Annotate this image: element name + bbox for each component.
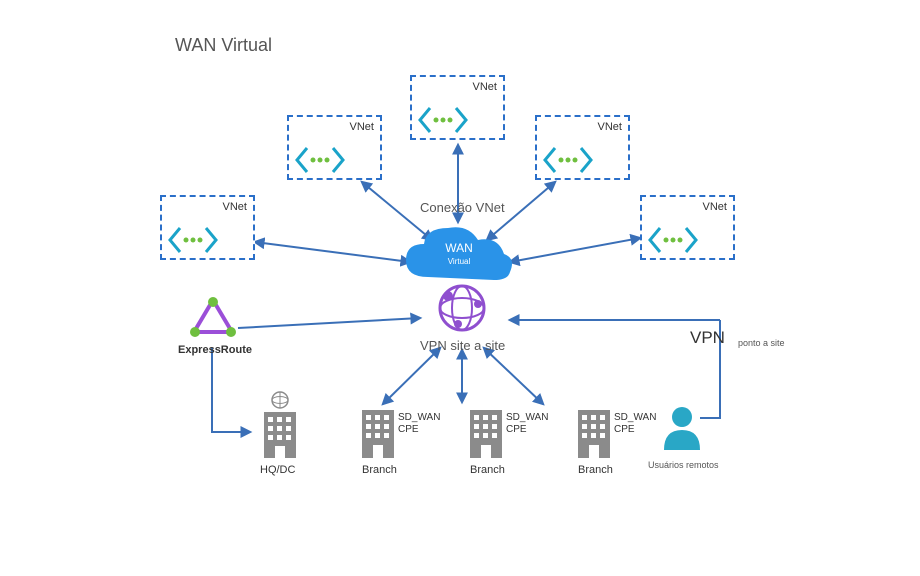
- expressroute-icon: [188, 296, 238, 340]
- vnet-icon: [648, 226, 698, 254]
- vnet-label: VNet: [473, 81, 497, 93]
- user-icon: [660, 404, 704, 452]
- hq-label: HQ/DC: [260, 464, 295, 476]
- globe-icon: [436, 282, 488, 334]
- vnet-label: VNet: [598, 121, 622, 133]
- vnet-label: VNet: [223, 201, 247, 213]
- vnet-box: VNet: [535, 115, 630, 180]
- site-to-site-label: VPN site a site: [420, 338, 505, 353]
- vnet-label: VNet: [703, 201, 727, 213]
- vnet-icon: [543, 146, 593, 174]
- vnet-box: VNet: [160, 195, 255, 260]
- branch-label: Branch: [362, 464, 397, 476]
- expressroute-label: ExpressRoute: [178, 344, 252, 356]
- vnet-connection-label: Conexão VNet: [420, 200, 505, 215]
- svg-text:WAN: WAN: [445, 241, 473, 255]
- page-title: WAN Virtual: [175, 35, 272, 56]
- vnet-box: VNet: [640, 195, 735, 260]
- vnet-label: VNet: [350, 121, 374, 133]
- p2s-label: ponto a site: [738, 338, 785, 348]
- vnet-icon: [168, 226, 218, 254]
- vnet-box: VNet: [410, 75, 505, 140]
- vnet-box: VNet: [287, 115, 382, 180]
- vnet-icon: [295, 146, 345, 174]
- sdwan-label: SD_WAN CPE: [398, 412, 440, 435]
- vpn-label: VPN: [690, 328, 725, 348]
- hq-building-icon: [258, 390, 302, 460]
- sdwan-label: SD_WAN CPE: [614, 412, 656, 435]
- branch-building-icon: [576, 408, 612, 460]
- vnet-icon: [418, 106, 468, 134]
- branch-building-icon: [468, 408, 504, 460]
- branch-building-icon: [360, 408, 396, 460]
- branch-label: Branch: [578, 464, 613, 476]
- sdwan-label: SD_WAN CPE: [506, 412, 548, 435]
- svg-text:Virtual: Virtual: [448, 257, 471, 266]
- branch-label: Branch: [470, 464, 505, 476]
- remote-users-label: Usuários remotos: [648, 460, 719, 470]
